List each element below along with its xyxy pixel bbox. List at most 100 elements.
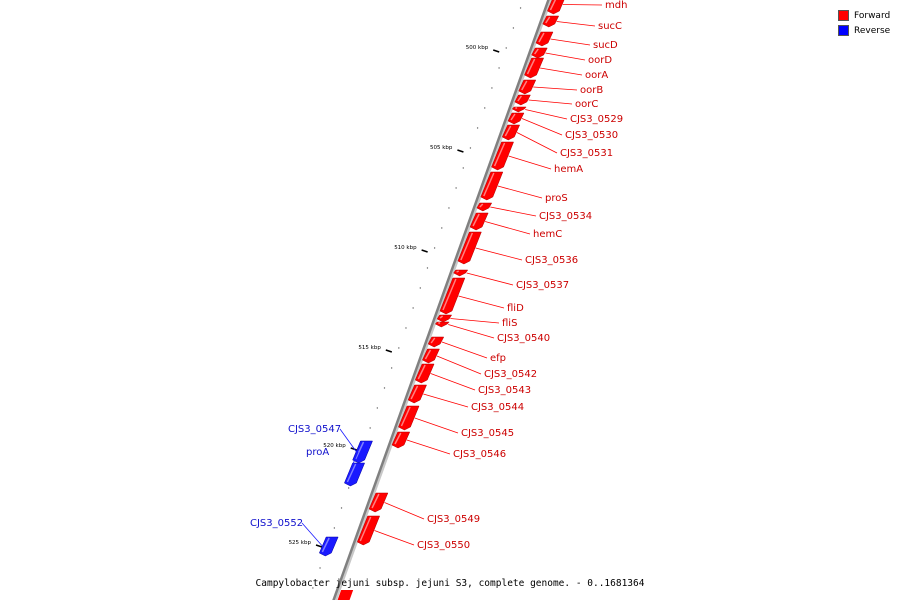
gene-block-CJS3_0549 xyxy=(368,492,389,513)
minor-tick xyxy=(405,327,407,329)
minor-tick xyxy=(519,7,522,9)
gene-highlight xyxy=(417,364,426,380)
gene-label: sucC xyxy=(598,21,622,32)
gene-leader xyxy=(490,206,537,217)
gene-leader xyxy=(516,132,558,154)
gene-label: hemA xyxy=(554,164,583,175)
gene-label: CJS3_0530 xyxy=(565,130,618,141)
gene-block-CJS3_0531 xyxy=(501,124,521,141)
gene-leader xyxy=(533,86,578,91)
legend-item-reverse: Reverse xyxy=(838,23,890,38)
gene-leader xyxy=(508,155,552,170)
gene-label: proS xyxy=(545,193,568,204)
gene-block-CJS3_0537 xyxy=(453,269,469,277)
gene-block-CJS3_0545 xyxy=(398,405,420,431)
gene-leader xyxy=(450,318,500,324)
gene-highlight xyxy=(538,32,545,43)
gene-highlight xyxy=(483,172,495,197)
gene-label: CJS3_0529 xyxy=(570,114,623,125)
gene-label: sucD xyxy=(593,40,618,51)
gene-label: CJS3_0552 xyxy=(250,518,303,529)
gene-highlight xyxy=(439,315,444,319)
gene-highlight xyxy=(424,349,432,360)
gene-highlight xyxy=(521,80,528,91)
minor-tick xyxy=(462,167,464,169)
gene-highlight xyxy=(545,16,551,24)
minor-tick xyxy=(398,347,400,349)
gene-leader xyxy=(436,355,482,375)
gene-highlight xyxy=(472,213,480,227)
gene-label: CJS3_0550 xyxy=(417,540,470,551)
gene-label: oorA xyxy=(585,70,608,81)
minor-tick xyxy=(469,147,472,149)
minor-tick xyxy=(498,67,500,69)
gene-block-hemA xyxy=(491,141,514,171)
gene-block-oorC xyxy=(514,94,531,106)
gene-highlight xyxy=(371,493,380,509)
gene-label: CJS3_0536 xyxy=(525,255,578,266)
gene-label: CJS3_0544 xyxy=(471,402,524,413)
gene-block-CJS3_0544 xyxy=(407,384,427,404)
gene-highlight xyxy=(346,463,357,483)
gene-leader xyxy=(556,21,596,27)
major-tick xyxy=(421,249,428,253)
legend: Forward Reverse xyxy=(838,8,890,38)
gene-label: CJS3_0542 xyxy=(484,369,537,380)
gene-leader xyxy=(528,99,573,105)
gene-block-CJS3_0540 xyxy=(434,321,450,328)
gene-block-sucC xyxy=(542,15,560,28)
gene-leader xyxy=(339,428,357,453)
major-tick xyxy=(385,349,393,353)
gene-label: efp xyxy=(490,353,506,364)
gene-block-CJS3_0546 xyxy=(391,431,411,449)
gene-block-proS xyxy=(480,171,504,201)
gene-block-mdh xyxy=(547,0,565,15)
gene-block-CJS3_0534 xyxy=(476,202,493,212)
legend-item-forward: Forward xyxy=(838,8,890,23)
minor-tick xyxy=(312,587,314,589)
gene-label: CJS3_0546 xyxy=(453,449,506,460)
gene-label: CJS3_0540 xyxy=(497,333,550,344)
gene-label: oorB xyxy=(580,85,603,96)
major-tick xyxy=(492,49,500,53)
gene-block-oorD xyxy=(531,47,548,59)
backbone-shadow xyxy=(333,0,553,600)
gene-leader xyxy=(562,4,603,6)
genome-caption: Campylobacter jejuni subsp. jejuni S3, c… xyxy=(255,578,645,589)
gene-label: CJS3_0549 xyxy=(427,514,480,525)
gene-leader xyxy=(550,38,591,46)
gene-block-CJS3_0543 xyxy=(414,363,435,384)
minor-tick xyxy=(448,207,450,209)
major-tick xyxy=(457,149,464,153)
gene-label: mdh xyxy=(605,0,627,11)
gene-block-CJS3_0530 xyxy=(507,112,525,125)
gene-highlight xyxy=(410,385,419,400)
minor-tick xyxy=(333,527,336,529)
gene-label: CJS3_0537 xyxy=(516,280,569,291)
minor-tick xyxy=(455,187,457,189)
gene-highlight xyxy=(354,441,365,460)
gene-label: CJS3_0531 xyxy=(560,148,613,159)
gene-block-efp xyxy=(427,336,445,348)
gene-block-fliS xyxy=(436,314,453,323)
gene-leader xyxy=(545,52,586,61)
gene-leader xyxy=(540,67,583,76)
minor-tick xyxy=(512,27,515,29)
gene-label: oorC xyxy=(575,99,598,110)
minor-tick xyxy=(419,287,421,289)
gene-leader xyxy=(441,341,488,359)
gene-highlight xyxy=(394,432,402,445)
minor-tick xyxy=(383,387,386,389)
tick-label: 510 kbp xyxy=(394,245,417,251)
gene-leader xyxy=(466,272,514,286)
gene-leader xyxy=(384,502,425,520)
gene-leader xyxy=(348,451,359,475)
minor-tick xyxy=(505,47,507,49)
minor-tick xyxy=(340,507,343,509)
tick-label: 500 kbp xyxy=(466,45,489,51)
minor-tick xyxy=(319,567,321,569)
tick-label: 515 kbp xyxy=(358,345,381,351)
backbone-line xyxy=(332,0,550,600)
